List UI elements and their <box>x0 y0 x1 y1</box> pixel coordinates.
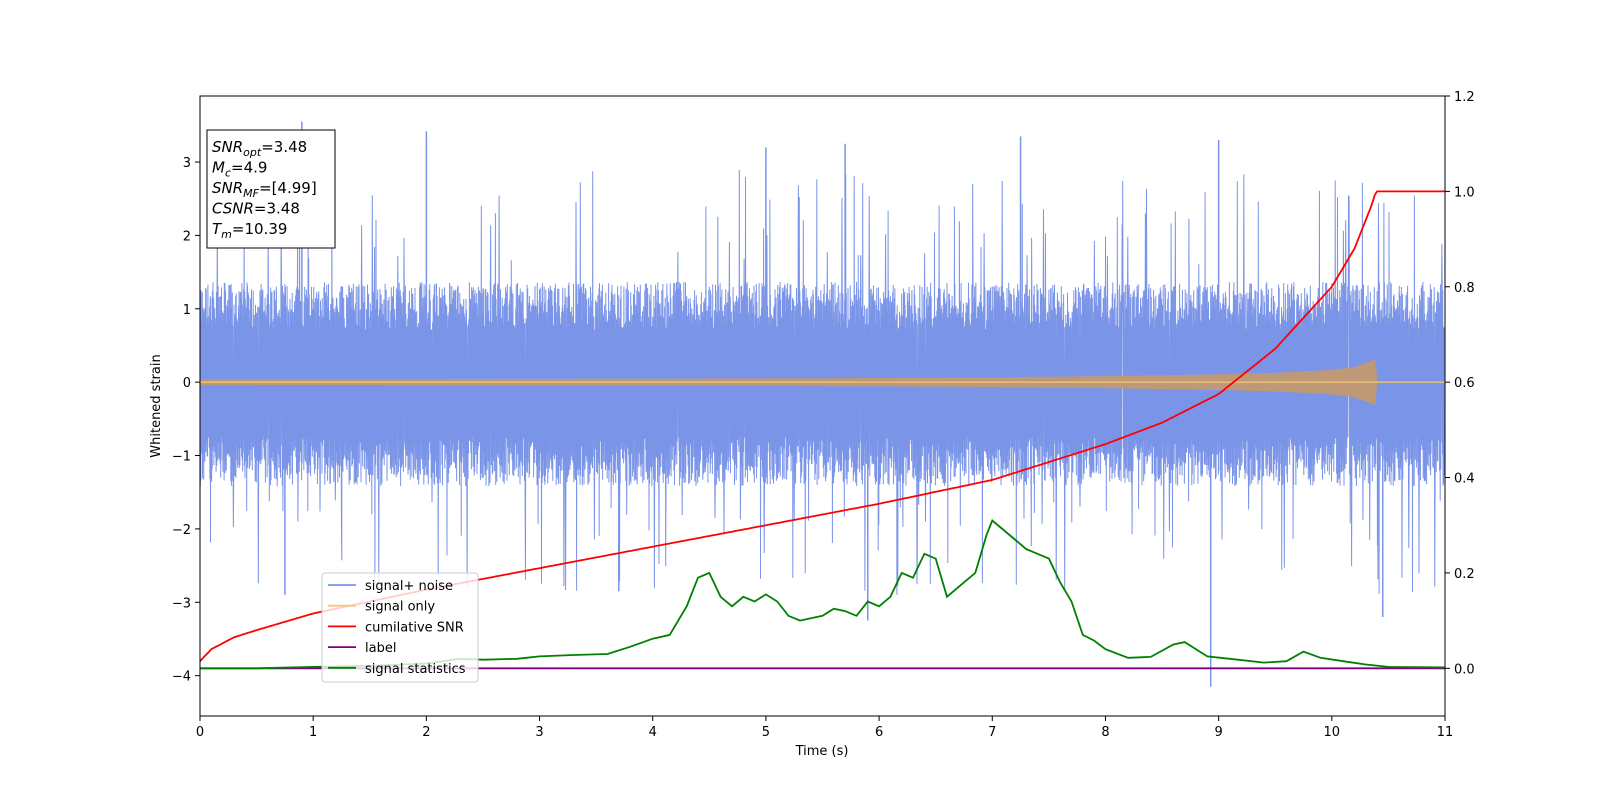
x-tick-label: 8 <box>1101 725 1109 740</box>
x-tick-label: 7 <box>988 725 996 740</box>
x-tick-label: 1 <box>309 725 317 740</box>
legend-label: label <box>365 641 396 656</box>
y-tick-label: −3 <box>172 596 191 611</box>
y-tick-label: 0 <box>183 376 191 391</box>
legend-label: cumilative SNR <box>365 620 464 635</box>
noise-trace <box>200 169 1445 595</box>
y2-tick-label: 0.2 <box>1454 567 1475 582</box>
series-signal-noise <box>200 121 1445 687</box>
x-tick-label: 4 <box>649 725 657 740</box>
x-tick-label: 0 <box>196 725 204 740</box>
y2-tick-label: 0.8 <box>1454 281 1475 296</box>
legend-label: signal only <box>365 600 435 615</box>
x-tick-label: 10 <box>1324 725 1341 740</box>
y2-tick-label: 0.0 <box>1454 662 1475 677</box>
line-signal-statistics <box>200 519 1445 670</box>
y2-tick-label: 0.4 <box>1454 472 1475 487</box>
legend-frame <box>321 572 479 683</box>
legend: signal+ noise signal only cumilative SNR la… <box>321 572 479 683</box>
annotation-line: Mc=4.9 <box>212 159 267 180</box>
x-axis-label: Time (s) <box>795 744 849 759</box>
y2-tick-label: 0.6 <box>1454 376 1475 391</box>
x-tick-label: 2 <box>422 725 430 740</box>
series-signal-only <box>200 359 1445 405</box>
x-axis: 0 1 2 3 4 5 6 7 8 9 10 11 <box>196 716 1453 740</box>
annotation-line: Tm=10.39 <box>212 220 287 241</box>
annotation-frame <box>206 129 336 249</box>
y2-tick-label: 1.0 <box>1454 185 1475 200</box>
y-tick-label: −2 <box>172 523 191 538</box>
x-tick-label: 11 <box>1437 725 1454 740</box>
y2-tick-label: 1.2 <box>1454 90 1475 105</box>
x-tick-label: 5 <box>762 725 770 740</box>
y-tick-label: −1 <box>172 450 191 465</box>
y-axis-label: Whitened strain <box>149 354 164 457</box>
y-tick-label: −4 <box>172 670 191 685</box>
y-tick-label: 2 <box>183 229 191 244</box>
annotation-line: CSNR=3.48 <box>212 200 300 218</box>
x-tick-label: 3 <box>535 725 543 740</box>
legend-label: signal statistics <box>365 662 466 677</box>
y-tick-label: 3 <box>183 156 191 171</box>
annotation-line: SNRopt=3.48 <box>212 138 307 159</box>
y-axis-left: −4 −3 −2 −1 0 1 2 3 <box>172 156 200 685</box>
x-tick-label: 6 <box>875 725 883 740</box>
legend-label: signal+ noise <box>365 579 453 594</box>
x-tick-label: 9 <box>1214 725 1222 740</box>
y-tick-label: 1 <box>183 303 191 318</box>
y-axis-right: 0.0 0.2 0.4 0.6 0.8 1.0 1.2 <box>1445 90 1475 677</box>
annotation-line: SNRMF=[4.99] <box>212 179 317 200</box>
plot-frame <box>199 95 1446 717</box>
